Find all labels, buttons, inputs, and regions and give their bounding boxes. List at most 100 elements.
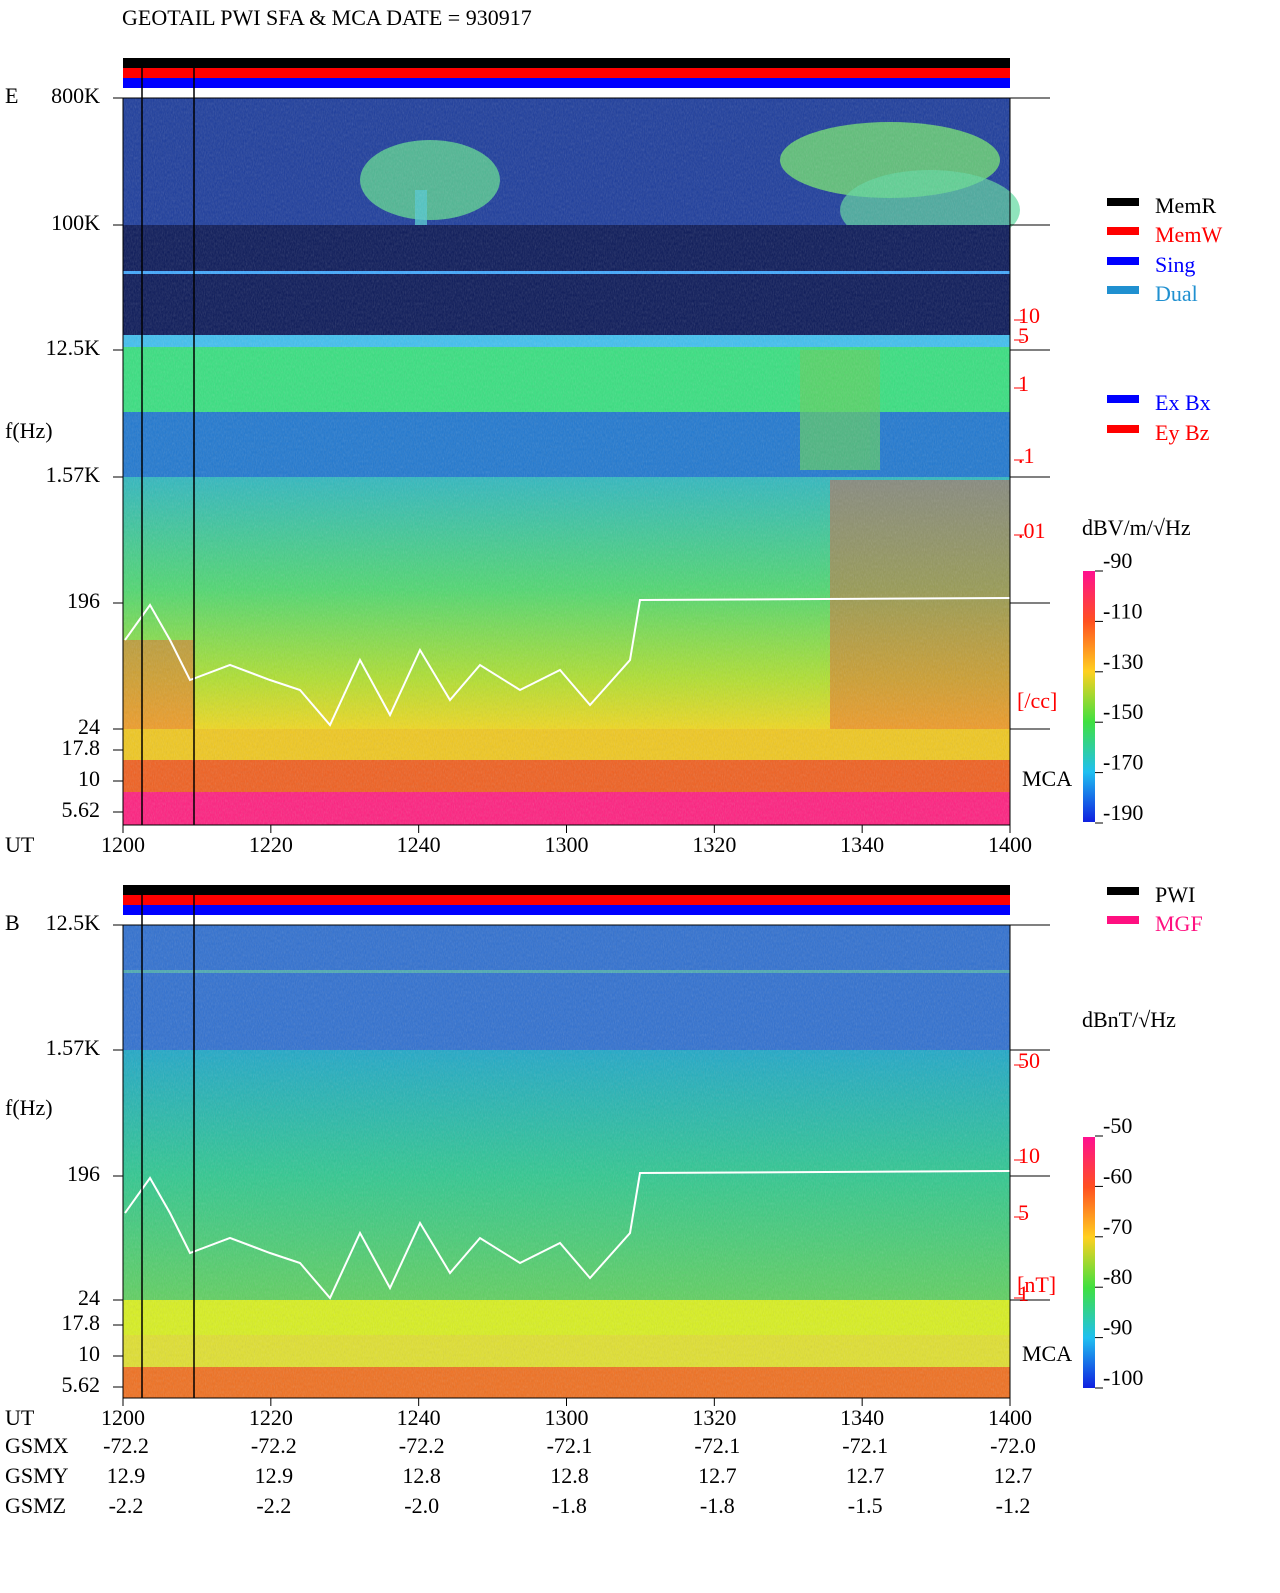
- x-tick-label: 1340: [840, 1405, 884, 1430]
- e-spectrogram: [123, 98, 1020, 825]
- status-bar: [123, 895, 1010, 905]
- y-axis-label: f(Hz): [5, 418, 53, 443]
- colorbar-tick-label: -110: [1103, 598, 1143, 623]
- colorbar-tick-label: -130: [1103, 649, 1143, 674]
- y-tick-label: 1.57K: [46, 1035, 101, 1060]
- density-unit: [/cc]: [1017, 688, 1057, 713]
- y-tick-label: 17.8: [62, 735, 101, 760]
- y-tick-label: 17.8: [62, 1310, 101, 1335]
- orbit-value: -1.5: [848, 1493, 883, 1518]
- orbit-value: -2.2: [256, 1493, 291, 1518]
- density-unit: [nT]: [1017, 1272, 1056, 1297]
- y-tick-label: 5.62: [62, 797, 101, 822]
- legend-swatch: [1107, 887, 1139, 895]
- x-tick-label: 1200: [101, 1405, 145, 1430]
- orbit-value: 12.8: [550, 1463, 589, 1488]
- colorbar-tick-label: -170: [1103, 750, 1143, 775]
- mca-label: MCA: [1022, 1341, 1072, 1366]
- y-tick-label: 10: [78, 1341, 100, 1366]
- legend-swatch: [1107, 916, 1139, 924]
- legend-label: Dual: [1155, 281, 1198, 306]
- x-tick-label: 1400: [988, 832, 1032, 857]
- legend-swatch: [1107, 257, 1139, 265]
- orbit-value: -1.2: [996, 1493, 1031, 1518]
- orbit-row-label: GSMY: [5, 1463, 69, 1488]
- legend-label: MemR: [1155, 193, 1216, 218]
- legend-label: Sing: [1155, 252, 1195, 277]
- colorbar-tick-label: -190: [1103, 800, 1143, 825]
- orbit-row-label: GSMX: [5, 1433, 69, 1458]
- colorbars: [1083, 571, 1095, 1388]
- mode-label: Ey Bz: [1155, 420, 1210, 445]
- status-bar: [123, 68, 1010, 78]
- y-tick-label: 100K: [51, 210, 100, 235]
- orbit-value: -1.8: [552, 1493, 587, 1518]
- orbit-row-label: GSMZ: [5, 1493, 66, 1518]
- density-tick-label: 50: [1018, 1048, 1040, 1073]
- density-tick-label: .01: [1018, 518, 1046, 543]
- status-bar: [123, 905, 1010, 915]
- orbit-value: 12.7: [994, 1463, 1033, 1488]
- colorbar-tick-label: -150: [1103, 699, 1143, 724]
- legend-label: PWI: [1155, 882, 1195, 907]
- y-tick-label: 10: [78, 766, 100, 791]
- x-axis-label: UT: [5, 1405, 35, 1430]
- title: GEOTAIL PWI SFA & MCA DATE = 930917: [122, 5, 532, 30]
- orbit-value: 12.7: [846, 1463, 885, 1488]
- density-tick-label: 5: [1018, 1200, 1029, 1225]
- colorbar-tick-label: -80: [1103, 1264, 1132, 1289]
- orbit-value: 12.8: [402, 1463, 441, 1488]
- x-tick-label: 1320: [692, 832, 736, 857]
- density-tick-label: 5: [1018, 323, 1029, 348]
- colorbar-tick-label: -100: [1103, 1365, 1143, 1390]
- x-tick-label: 1300: [545, 832, 589, 857]
- colorbar-tick-label: -90: [1103, 548, 1132, 573]
- x-tick-label: 1240: [397, 832, 441, 857]
- density-tick-label: .1: [1018, 443, 1035, 468]
- x-tick-label: 1300: [545, 1405, 589, 1430]
- x-tick-label: 1400: [988, 1405, 1032, 1430]
- colorbar-tick-label: -70: [1103, 1214, 1132, 1239]
- status-bar: [123, 58, 1010, 68]
- orbit-value: 12.9: [255, 1463, 294, 1488]
- colorbar-title: dBV/m/√Hz: [1082, 515, 1191, 540]
- y-tick-label: 12.5K: [46, 910, 101, 935]
- mca-label: MCA: [1022, 766, 1072, 791]
- panel-label: E: [5, 83, 18, 108]
- colorbar-tick-label: -50: [1103, 1113, 1132, 1138]
- mode-swatch: [1107, 395, 1139, 403]
- y-axis-label: f(Hz): [5, 1095, 53, 1120]
- legend-swatch: [1107, 227, 1139, 235]
- x-tick-label: 1220: [249, 1405, 293, 1430]
- y-tick-label: 196: [67, 588, 100, 613]
- y-tick-label: 800K: [51, 83, 100, 108]
- density-tick-label: 1: [1018, 1281, 1029, 1306]
- orbit-value: -1.8: [700, 1493, 735, 1518]
- orbit-value: -2.0: [404, 1493, 439, 1518]
- colorbar-tick-label: -60: [1103, 1163, 1132, 1188]
- orbit-value: -72.0: [990, 1433, 1036, 1458]
- legend-swatch: [1107, 198, 1139, 206]
- mode-swatch: [1107, 425, 1139, 433]
- orbit-value: -72.1: [842, 1433, 888, 1458]
- mode-label: Ex Bx: [1155, 390, 1211, 415]
- status-bar: [123, 885, 1010, 895]
- y-tick-label: 12.5K: [46, 335, 101, 360]
- colorbar-tick-label: -90: [1103, 1315, 1132, 1340]
- b-spectrogram: [123, 925, 1011, 1398]
- y-tick-label: 24: [78, 1285, 100, 1310]
- legend-label: MemW: [1155, 222, 1222, 247]
- orbit-value: -72.2: [103, 1433, 149, 1458]
- orbit-value: -72.2: [251, 1433, 297, 1458]
- legend-swatch: [1107, 286, 1139, 294]
- y-tick-label: 24: [78, 714, 100, 739]
- x-tick-label: 1320: [692, 1405, 736, 1430]
- x-tick-label: 1240: [397, 1405, 441, 1430]
- orbit-value: -72.1: [547, 1433, 593, 1458]
- x-tick-label: 1340: [840, 832, 884, 857]
- orbit-value: -2.2: [109, 1493, 144, 1518]
- panel-label: B: [5, 910, 20, 935]
- orbit-value: 12.7: [698, 1463, 737, 1488]
- orbit-value: 12.9: [107, 1463, 146, 1488]
